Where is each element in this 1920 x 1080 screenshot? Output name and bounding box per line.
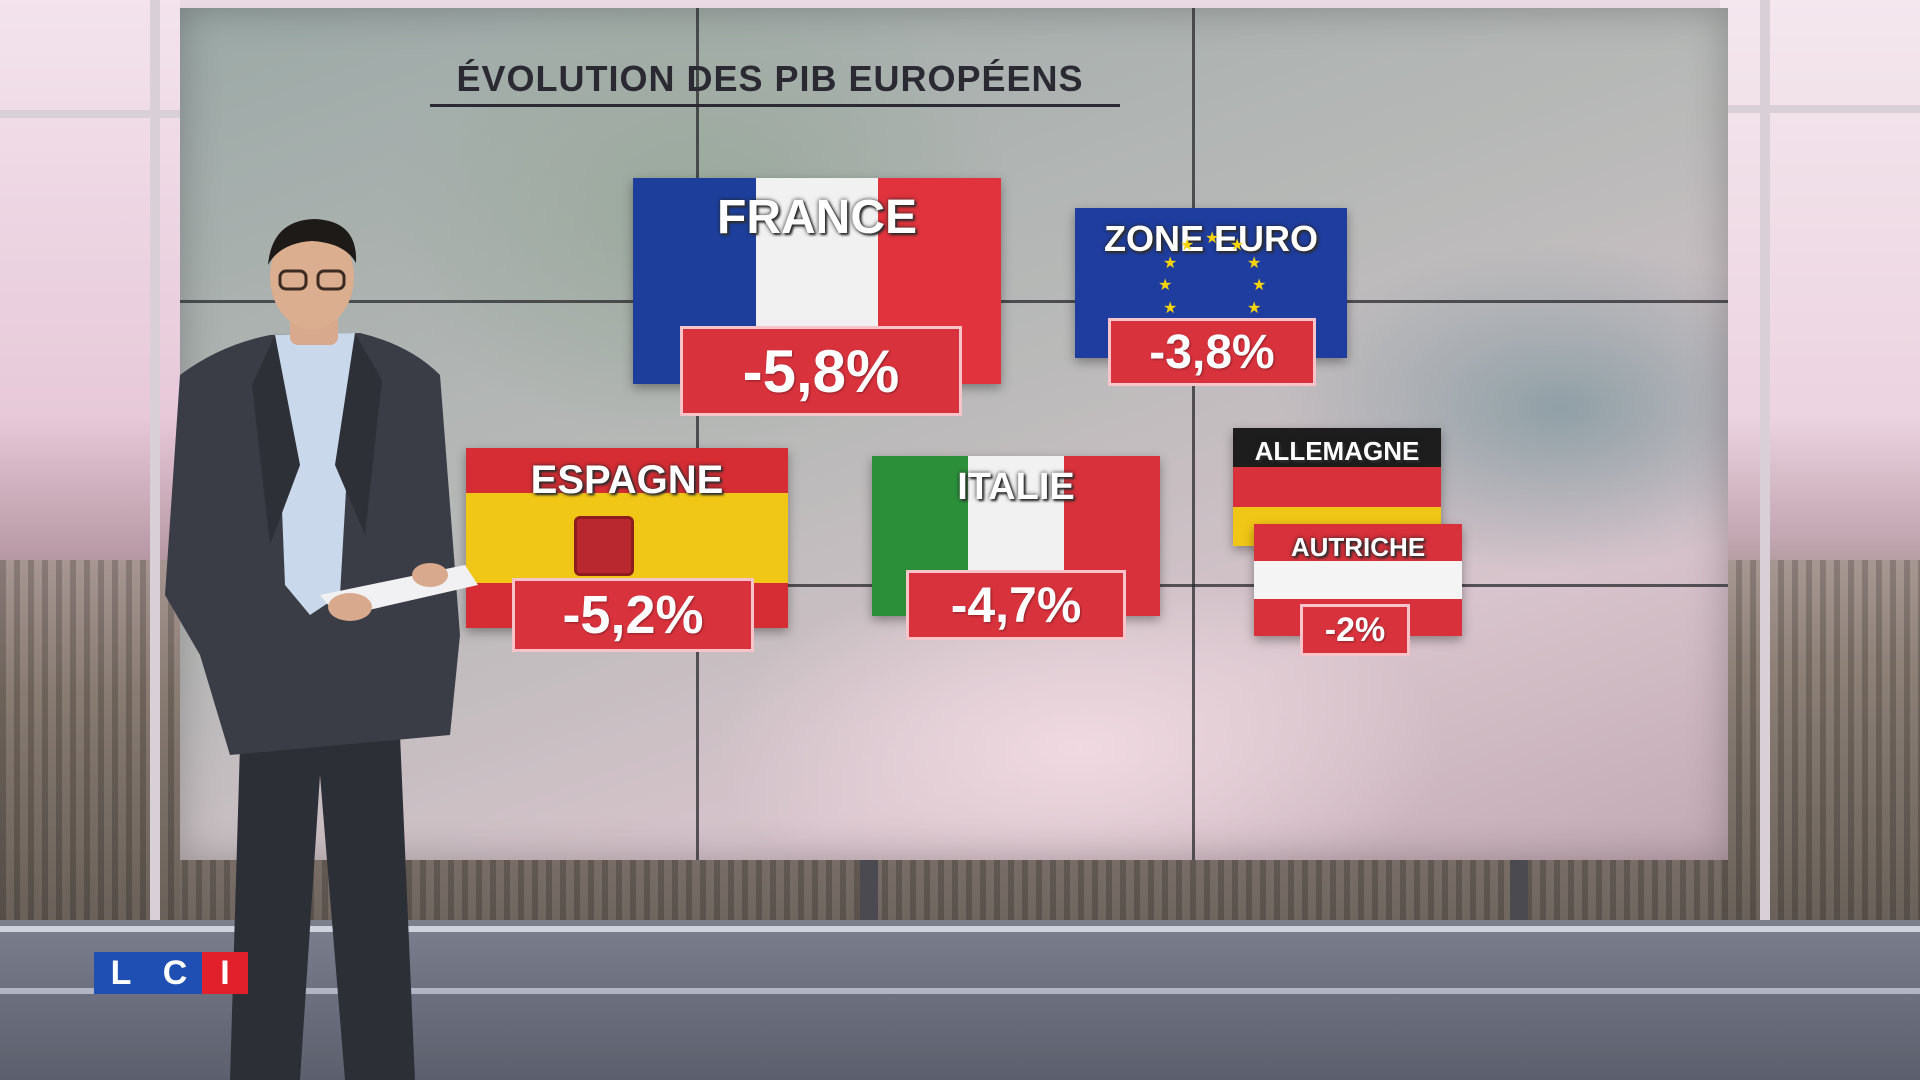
logo-letter: L <box>94 952 148 994</box>
logo-letter: C <box>148 952 202 994</box>
wall-seam <box>696 8 699 860</box>
italy-value: -4,7% <box>906 570 1126 640</box>
presenter-head <box>270 225 354 329</box>
star-icon: ★ <box>1247 253 1262 272</box>
flag-stripe <box>466 448 788 493</box>
euro-label: ZONE EURO <box>1103 218 1318 259</box>
presenter-shirt <box>275 333 355 615</box>
window-mullion <box>1760 0 1770 920</box>
floor-stripe <box>0 926 1920 932</box>
flag-stripe <box>1254 561 1462 599</box>
title-underline <box>430 104 1120 107</box>
spain-coat-of-arms-icon <box>574 516 634 576</box>
window-mullion <box>1720 105 1920 113</box>
studio-floor <box>0 920 1920 1080</box>
window-mullion <box>150 0 160 920</box>
presenter <box>165 219 478 1080</box>
window-mullion <box>0 110 180 118</box>
wall-seam <box>1192 8 1195 860</box>
star-icon: ★ <box>1230 235 1245 254</box>
spain-label: ESPAGNE <box>530 458 724 502</box>
floor-stripe <box>0 988 1920 994</box>
italy-label: ITALIE <box>957 466 1075 508</box>
flag-stripe <box>1233 467 1441 507</box>
star-icon: ★ <box>1205 228 1220 247</box>
flag-stripe <box>1233 428 1441 468</box>
lci-logo: L C I <box>94 952 248 994</box>
logo-letter: I <box>202 952 248 994</box>
star-icon: ★ <box>1180 235 1195 254</box>
star-icon: ★ <box>1252 275 1267 294</box>
star-icon: ★ <box>1158 275 1173 294</box>
germany-label: ALLEMAGNE <box>1254 436 1420 466</box>
france-label: FRANCE <box>717 191 917 244</box>
austria-value: -2% <box>1300 604 1410 656</box>
presenter-trousers <box>230 735 415 1080</box>
euro-value: -3,8% <box>1108 318 1316 386</box>
star-icon: ★ <box>1163 253 1178 272</box>
austria-label: AUTRICHE <box>1290 532 1426 562</box>
france-value: -5,8% <box>680 326 962 416</box>
wall-stand <box>1510 860 1528 920</box>
presenter-hair <box>268 219 357 265</box>
star-icon: ★ <box>1247 298 1262 317</box>
spain-value: -5,2% <box>512 578 754 652</box>
wall-stand <box>860 860 878 920</box>
page-title: ÉVOLUTION DES PIB EUROPÉENS <box>456 58 1084 99</box>
flag-stripe <box>1254 524 1462 562</box>
star-icon: ★ <box>1163 298 1178 317</box>
